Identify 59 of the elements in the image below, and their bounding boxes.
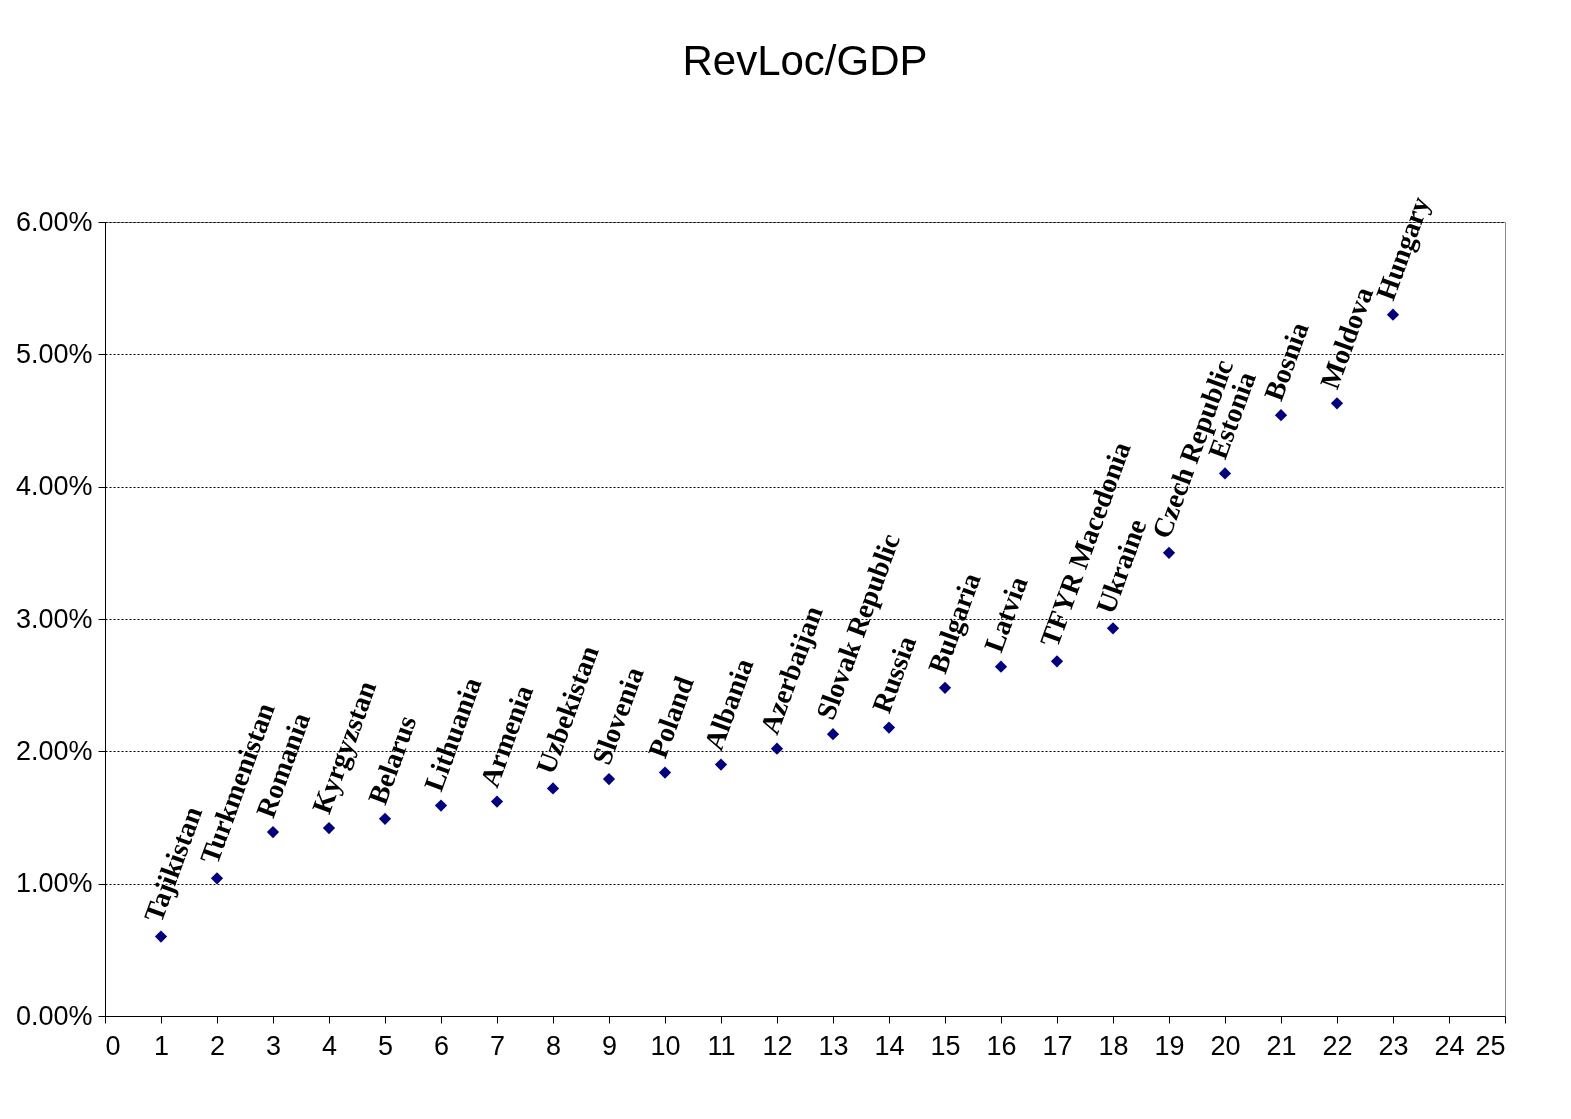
- annotation: Albania: [697, 654, 760, 754]
- point: [1106, 622, 1120, 635]
- y-tick-label: 3.00%: [15, 603, 93, 634]
- x-tick-label: 6: [433, 1030, 450, 1061]
- point: [378, 812, 392, 825]
- x-tick-label: 10: [650, 1030, 681, 1061]
- point: [1386, 308, 1400, 321]
- x-tick-label: 23: [1378, 1030, 1409, 1061]
- x-tick-label: 12: [762, 1030, 793, 1061]
- x-tick-label: 16: [986, 1030, 1017, 1061]
- x-tick-label: 1: [153, 1030, 170, 1061]
- x-tick-label: 11: [707, 1030, 736, 1061]
- x-tick-label: 2: [209, 1030, 226, 1061]
- annotation: Russia: [865, 631, 923, 717]
- point: [658, 766, 672, 779]
- x-tick-label: 21: [1266, 1030, 1297, 1061]
- point: [1274, 409, 1288, 422]
- x-tick-label: 8: [545, 1030, 562, 1061]
- point: [1218, 467, 1232, 480]
- x-tick-label: 22: [1322, 1030, 1353, 1061]
- point: [490, 795, 504, 808]
- annotation: Bosnia: [1257, 317, 1315, 405]
- x-tick-label: 18: [1098, 1030, 1129, 1061]
- y-tick-label: 2.00%: [15, 735, 93, 766]
- x-tick-label: 24: [1434, 1030, 1465, 1061]
- x-tick-label: 14: [874, 1030, 905, 1061]
- point: [826, 728, 840, 741]
- point: [546, 782, 560, 795]
- x-tick-label: 17: [1042, 1030, 1073, 1061]
- x-tick-label: 25: [1475, 1030, 1506, 1061]
- point: [322, 821, 336, 835]
- y-tick-label: 6.00%: [15, 206, 93, 237]
- point: [882, 721, 896, 734]
- x-tick-label: 7: [489, 1030, 506, 1061]
- y-tick-label: 1.00%: [15, 868, 93, 899]
- point: [770, 742, 784, 755]
- point: [714, 758, 728, 771]
- chart-title: RevLoc/GDP: [682, 36, 928, 84]
- x-tick-label: 20: [1210, 1030, 1241, 1061]
- point: [434, 799, 448, 812]
- point: [938, 681, 952, 694]
- point: [1162, 546, 1176, 559]
- x-tick-label: 4: [321, 1030, 338, 1061]
- y-tick-label: 5.00%: [15, 338, 93, 369]
- x-tick-label: 15: [930, 1030, 961, 1061]
- point: [994, 660, 1008, 673]
- x-tick-label: 19: [1154, 1030, 1185, 1061]
- point: [1330, 397, 1344, 410]
- x-tick-label: 3: [265, 1030, 282, 1061]
- x-tick-label: 0: [105, 1030, 121, 1061]
- point: [1050, 655, 1064, 668]
- point: [602, 773, 616, 786]
- point: [154, 930, 168, 943]
- y-tick-label: 0.00%: [15, 1000, 93, 1031]
- y-tick-label: 4.00%: [15, 471, 93, 502]
- x-tick-label: 13: [818, 1030, 849, 1061]
- point: [210, 872, 224, 885]
- x-tick-label: 5: [377, 1030, 394, 1061]
- x-tick-label: 9: [601, 1030, 618, 1061]
